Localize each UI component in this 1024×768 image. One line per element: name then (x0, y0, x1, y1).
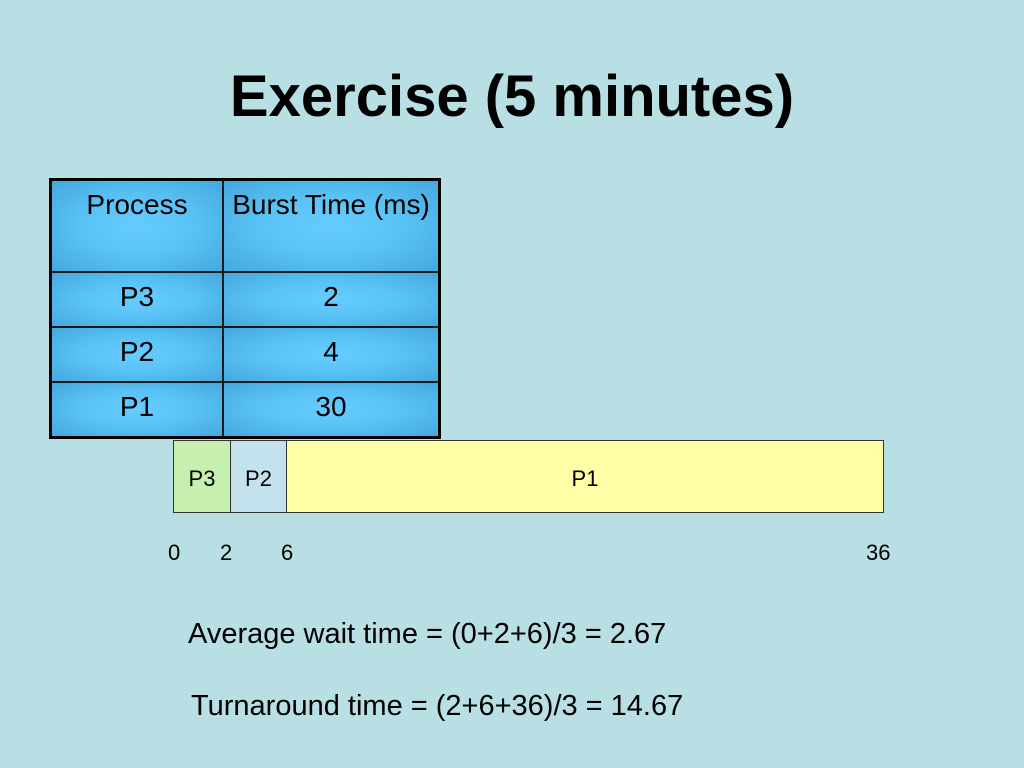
gantt-tick-0: 0 (168, 540, 181, 565)
gantt-tick-2: 2 (220, 540, 233, 565)
gantt-tick-36: 36 (866, 540, 891, 565)
average-wait-time-text: Average wait time = (0+2+6)/3 = 2.67 (188, 618, 667, 650)
header-process: Process (49, 178, 224, 273)
header-burst-time: Burst Time (ms) (222, 178, 441, 273)
gantt-chart: P3 P2 P1 (173, 440, 884, 513)
burst-time-table: Process Burst Time (ms) P3 2 P2 4 P1 30 (49, 178, 441, 439)
gantt-tick-6: 6 (281, 540, 294, 565)
burst-time-cell: 30 (222, 381, 441, 439)
turnaround-time-text: Turnaround time = (2+6+36)/3 = 14.67 (191, 690, 684, 722)
gantt-block-p2: P2 (231, 441, 287, 512)
burst-time-cell: 4 (222, 326, 441, 383)
process-cell: P3 (49, 271, 224, 328)
table-row: P2 4 (49, 326, 441, 383)
gantt-block-p1: P1 (287, 441, 883, 512)
table-header-row: Process Burst Time (ms) (49, 178, 441, 273)
gantt-block-p3: P3 (174, 441, 231, 512)
slide-title: Exercise (5 minutes) (229, 64, 795, 129)
burst-time-cell: 2 (222, 271, 441, 328)
table-row: P1 30 (49, 381, 441, 439)
process-cell: P1 (49, 381, 224, 439)
process-cell: P2 (49, 326, 224, 383)
table-row: P3 2 (49, 271, 441, 328)
